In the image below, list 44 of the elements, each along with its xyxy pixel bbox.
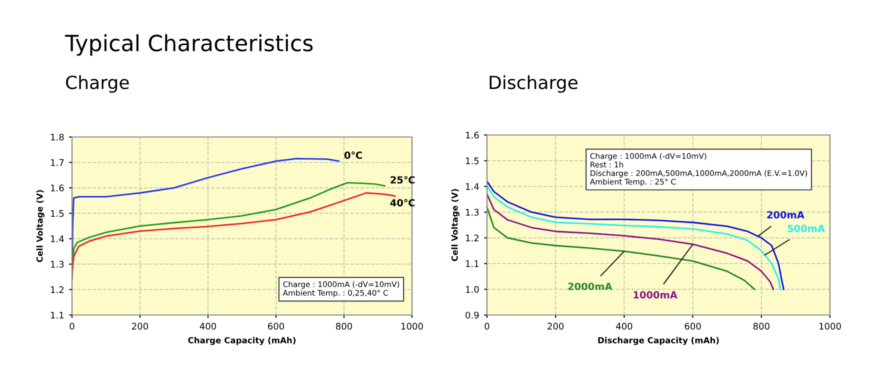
y-tick-label: 1.5 — [466, 158, 479, 164]
y-tick-label: 1.3 — [50, 260, 64, 268]
series-label: 0℃ — [344, 151, 362, 159]
x-tick-label: 400 — [200, 322, 216, 330]
series-label: 40℃ — [390, 199, 415, 206]
y-tick-label: 1.3 — [466, 208, 479, 216]
y-tick-label: 1.1 — [50, 312, 64, 318]
x-axis-title: Charge Capacity (mAh) — [188, 336, 296, 346]
chart-title: Typical Characteristics — [64, 34, 313, 56]
y-tick-label: 1.2 — [466, 234, 478, 242]
y-tick-label: 1.2 — [50, 286, 64, 293]
text: 200mA — [767, 211, 804, 218]
text: 2000mA — [568, 282, 612, 290]
x-tick-label: 200 — [548, 322, 564, 330]
x-tick-label: 1000 — [402, 322, 423, 330]
line-series — [72, 158, 340, 280]
x-tick-label: 1000 — [820, 322, 841, 330]
y-tick-label: 1.5 — [50, 210, 64, 217]
y-tick-label: 1.6 — [50, 184, 64, 192]
y-tick-label: 1.0 — [466, 286, 479, 293]
x-tick-label: 800 — [336, 322, 352, 330]
chart-subtitle: Charge — [66, 75, 129, 93]
y-axis-title: Cell Voltage (V) — [451, 189, 460, 262]
y-tick-label: 1.1 — [466, 260, 479, 267]
y-tick-label: 1.4 — [50, 236, 64, 242]
series-label: 25℃ — [390, 176, 415, 184]
text: 500mA — [788, 224, 825, 232]
x-tick-label: 0 — [70, 322, 74, 330]
text: 1000mA — [634, 291, 678, 299]
y-tick-label: 0.9 — [466, 312, 479, 319]
x-tick-label: 400 — [616, 322, 632, 330]
y-tick-label: 1.4 — [466, 183, 479, 190]
x-tick-label: 200 — [132, 322, 148, 330]
chart-subtitle: Discharge — [490, 75, 578, 93]
x-tick-label: 0 — [484, 322, 490, 330]
line-series — [487, 206, 756, 290]
y-tick-label: 1.6 — [466, 132, 479, 139]
y-tick-label: 1.7 — [50, 159, 64, 166]
x-tick-label: 600 — [684, 322, 701, 330]
x-tick-label: 600 — [268, 322, 284, 330]
y-tick-label: 1.8 — [50, 134, 64, 141]
x-tick-label: 800 — [753, 322, 770, 330]
x-axis-title: Discharge Capacity (mAh) — [598, 336, 719, 346]
y-axis-title: Cell Voltage (V) — [36, 190, 44, 262]
